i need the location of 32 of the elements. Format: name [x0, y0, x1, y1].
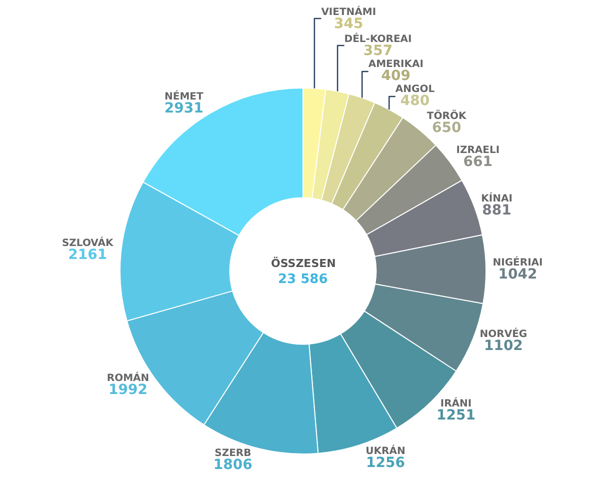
slice-label: IRÁNI	[440, 396, 472, 410]
slice-label: NORVÉG	[480, 327, 528, 340]
slice-label: TÖRÖK	[426, 108, 468, 122]
text: ÖSSZESEN	[271, 256, 336, 270]
slice-label: IZRAELI	[456, 145, 500, 156]
data-label: 1102	[484, 338, 523, 354]
slice-label: NÉMET	[164, 90, 204, 103]
data-label: 661	[463, 154, 493, 170]
data-label: 2931	[164, 100, 204, 117]
data-label: 1042	[498, 266, 538, 283]
data-label: 650	[432, 120, 462, 136]
data-label: 1992	[108, 382, 148, 398]
data-label: 480	[400, 92, 430, 109]
data-label: 1251	[436, 408, 476, 424]
data-label: 1806	[213, 456, 252, 473]
data-label: 881	[482, 202, 512, 219]
slice-label: ANGOL	[395, 84, 436, 95]
slice-label: SZERB	[214, 448, 252, 459]
slice-label: DÉL-KOREAI	[344, 32, 412, 45]
text: 23 586	[278, 272, 328, 287]
data-label: 1256	[366, 454, 405, 471]
data-label: 345	[334, 16, 364, 32]
data-label: 409	[381, 68, 411, 84]
slice-label: UKRÁN	[366, 444, 406, 457]
data-label: 2161	[68, 247, 108, 264]
slice-label: KÍNAI	[481, 192, 512, 205]
slice-label: ROMÁN	[106, 371, 150, 384]
slice-label: SZLOVÁK	[62, 236, 114, 250]
slice-label: VIETNÁMI	[321, 4, 376, 18]
slice-label: AMERIKAI	[368, 58, 424, 70]
slice-label: NIGÉRIAI	[492, 256, 543, 269]
data-label: 357	[363, 42, 393, 59]
